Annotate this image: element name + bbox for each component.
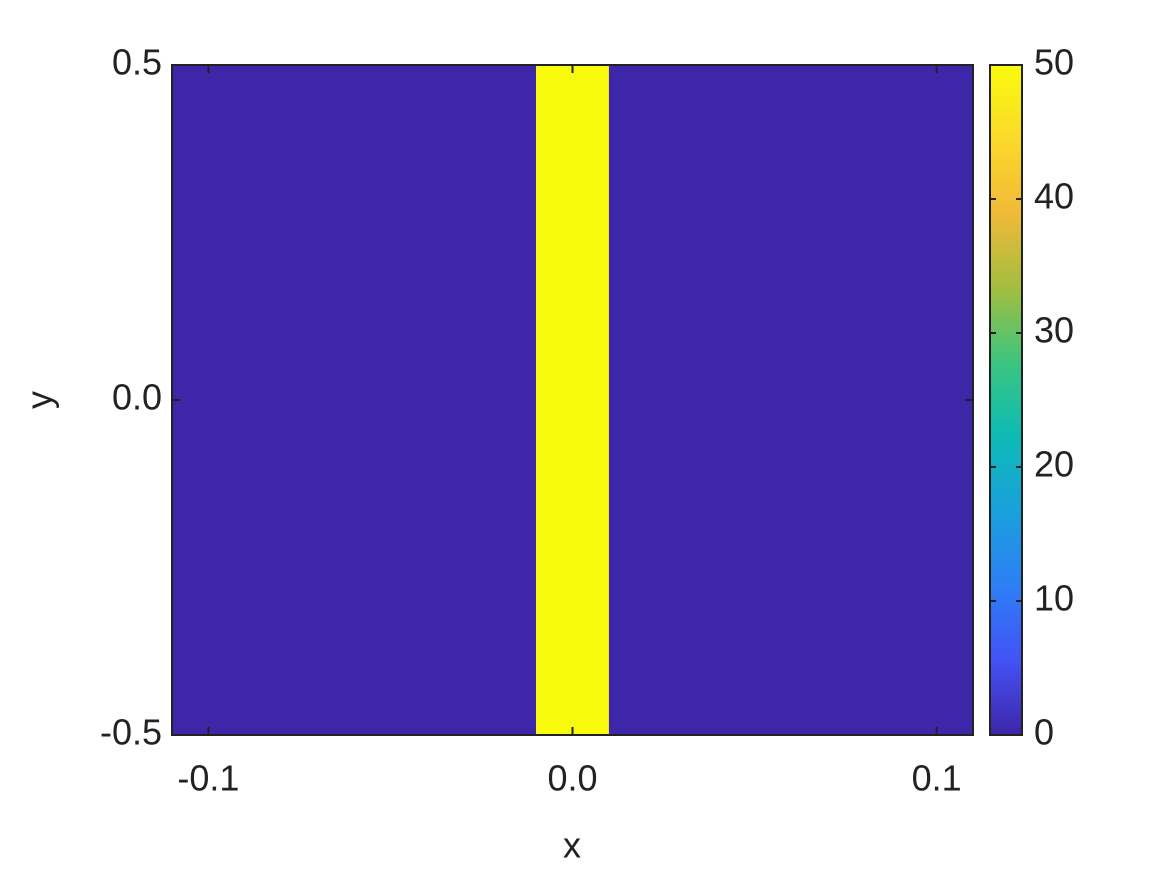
colorbar-tick-label: 30 bbox=[1034, 310, 1074, 351]
heatmap-cell bbox=[172, 65, 537, 735]
heatmap-cell bbox=[536, 65, 609, 735]
x-tick-label: 0.0 bbox=[547, 758, 597, 799]
y-tick-label: -0.5 bbox=[100, 712, 162, 753]
colorbar-tick-label: 50 bbox=[1034, 42, 1074, 83]
heatmap-cell bbox=[608, 65, 973, 735]
colorbar bbox=[989, 64, 1023, 736]
x-tick-label: -0.1 bbox=[177, 758, 239, 799]
colorbar-tick-label: 20 bbox=[1034, 444, 1074, 485]
y-axis-label: y bbox=[19, 391, 60, 409]
y-tick-label: 0.5 bbox=[112, 42, 162, 83]
x-axis-label: x bbox=[563, 825, 581, 866]
colorbar-tick-label: 10 bbox=[1034, 578, 1074, 619]
colorbar-tick-label: 0 bbox=[1034, 712, 1054, 753]
colorbar-tick-label: 40 bbox=[1034, 176, 1074, 217]
x-tick-label: 0.1 bbox=[912, 758, 962, 799]
y-tick-label: 0.0 bbox=[112, 377, 162, 418]
